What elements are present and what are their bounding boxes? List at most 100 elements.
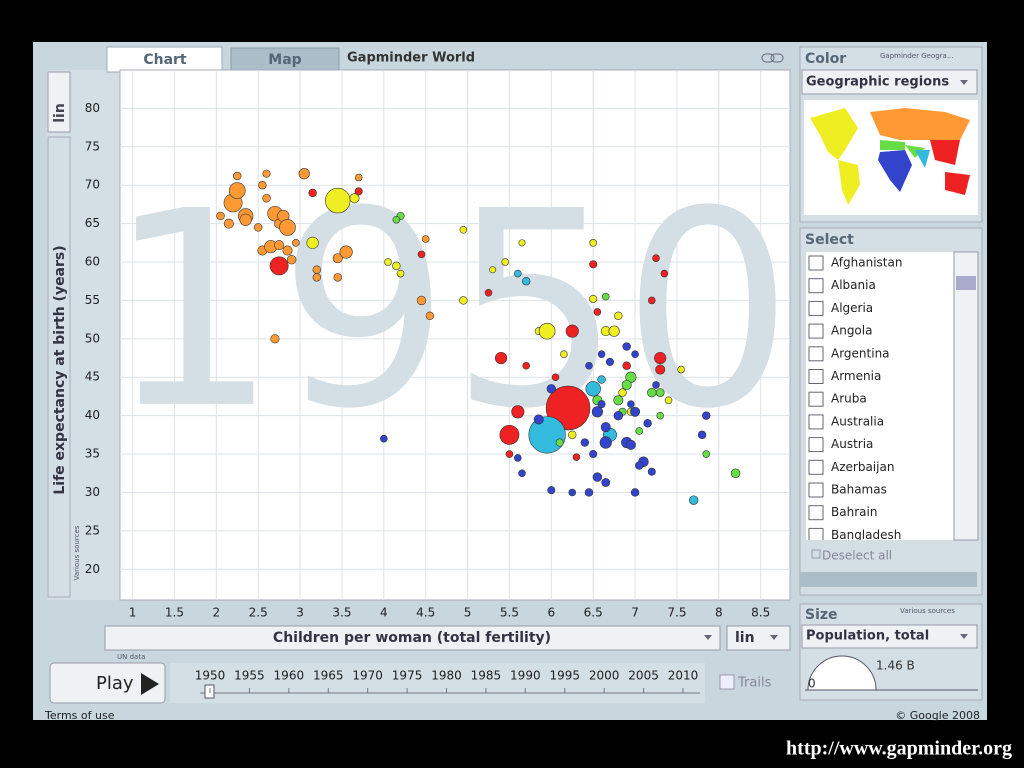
country-bubble[interactable] (589, 450, 598, 459)
country-bubble[interactable] (551, 373, 560, 382)
country-bubble[interactable] (274, 240, 285, 251)
country-bubble[interactable] (216, 211, 225, 221)
region-map[interactable] (804, 100, 978, 215)
country-bubble[interactable] (608, 325, 620, 337)
country-bubble[interactable] (697, 430, 707, 440)
country-checkbox[interactable] (808, 527, 824, 542)
country-bubble[interactable] (282, 245, 293, 256)
country-checkbox[interactable] (808, 482, 824, 498)
country-bubble[interactable] (643, 419, 652, 428)
country-checkbox[interactable] (808, 414, 824, 430)
country-bubble[interactable] (702, 411, 711, 420)
country-bubble[interactable] (484, 288, 493, 297)
country-checkbox[interactable] (808, 505, 824, 521)
country-name[interactable]: Austria (831, 437, 873, 451)
country-bubble[interactable] (518, 239, 526, 247)
trails-checkbox[interactable] (719, 674, 735, 690)
country-bubble[interactable] (568, 430, 577, 440)
country-bubble[interactable] (622, 342, 631, 351)
country-bubble[interactable] (501, 258, 510, 266)
country-bubble[interactable] (568, 488, 577, 497)
country-bubble[interactable] (286, 255, 297, 265)
country-bubble[interactable] (533, 414, 544, 425)
country-name[interactable]: Bangladesh (831, 528, 901, 542)
country-bubble[interactable] (459, 296, 468, 305)
country-bubble[interactable] (306, 236, 319, 249)
play-button[interactable] (49, 662, 166, 704)
country-bubble[interactable] (593, 308, 602, 316)
country-bubble[interactable] (308, 188, 317, 198)
country-bubble[interactable] (421, 235, 430, 243)
color-selected[interactable]: Geographic regions (806, 75, 949, 90)
country-bubble[interactable] (655, 388, 665, 397)
country-bubble[interactable] (239, 213, 252, 226)
color-dropdown[interactable] (801, 69, 978, 95)
country-bubble[interactable] (702, 450, 711, 458)
country-bubble[interactable] (654, 351, 667, 365)
country-bubble[interactable] (652, 381, 660, 389)
country-bubble[interactable] (565, 324, 579, 338)
country-bubble[interactable] (622, 361, 631, 370)
scroll-thumb[interactable] (956, 276, 976, 290)
country-name[interactable]: Algeria (831, 301, 873, 315)
country-bubble[interactable] (601, 292, 610, 301)
country-bubble[interactable] (584, 488, 594, 497)
country-bubble[interactable] (605, 357, 614, 366)
country-bubble[interactable] (597, 375, 606, 384)
country-bubble[interactable] (597, 350, 606, 358)
country-bubble[interactable] (730, 468, 741, 478)
country-bubble[interactable] (545, 385, 591, 431)
country-bubble[interactable] (270, 334, 280, 344)
country-bubble[interactable] (614, 311, 623, 320)
country-bubble[interactable] (613, 410, 624, 421)
country-bubble[interactable] (621, 379, 632, 390)
country-bubble[interactable] (312, 265, 322, 274)
size-dropdown[interactable] (801, 624, 978, 649)
country-bubble[interactable] (258, 181, 267, 190)
country-bubble[interactable] (416, 295, 427, 306)
country-bubble[interactable] (589, 260, 598, 269)
country-bubble[interactable] (599, 436, 612, 449)
country-name[interactable]: Australia (831, 414, 884, 428)
country-name[interactable]: Azerbaijan (831, 460, 894, 474)
country-bubble[interactable] (354, 187, 363, 196)
country-checkbox[interactable] (808, 369, 824, 384)
country-bubble[interactable] (262, 169, 271, 178)
country-bubble[interactable] (647, 387, 657, 398)
country-name[interactable]: Armenia (831, 369, 881, 383)
country-bubble[interactable] (332, 253, 343, 264)
country-bubble[interactable] (223, 218, 234, 229)
country-bubble[interactable] (677, 365, 685, 374)
country-bubble[interactable] (518, 469, 526, 478)
terms-link[interactable]: Terms of use (44, 709, 115, 722)
country-name[interactable]: Bahamas (831, 483, 887, 497)
country-bubble[interactable] (648, 296, 656, 305)
country-bubble[interactable] (511, 405, 525, 419)
country-bubble[interactable] (528, 416, 566, 454)
country-name[interactable]: Bahrain (831, 505, 877, 519)
country-bubble[interactable] (228, 182, 246, 199)
play-label[interactable]: Play (96, 673, 134, 694)
country-bubble[interactable] (325, 187, 351, 214)
country-bubble[interactable] (298, 168, 310, 180)
country-bubble[interactable] (312, 273, 322, 282)
y-scale-label[interactable]: lin (52, 103, 68, 123)
link-icon[interactable] (761, 53, 784, 63)
country-bubble[interactable] (380, 434, 388, 443)
country-bubble[interactable] (592, 472, 603, 482)
country-bubble[interactable] (279, 219, 296, 236)
tab-label[interactable]: Chart (143, 52, 187, 68)
country-bubble[interactable] (396, 269, 405, 278)
country-checkbox[interactable] (808, 255, 824, 271)
deselect-checkbox[interactable] (811, 549, 821, 559)
country-bubble[interactable] (522, 361, 530, 370)
x-scale-dropdown[interactable] (726, 625, 791, 651)
country-bubble[interactable] (384, 258, 392, 266)
deselect-label[interactable]: Deselect all (822, 549, 892, 563)
country-checkbox[interactable] (808, 346, 824, 362)
country-bubble[interactable] (505, 450, 514, 458)
country-bubble[interactable] (688, 495, 699, 505)
country-bubble[interactable] (425, 311, 435, 320)
country-bubble[interactable] (292, 239, 300, 247)
x-axis-label[interactable]: Children per woman (total fertility) (273, 630, 551, 646)
